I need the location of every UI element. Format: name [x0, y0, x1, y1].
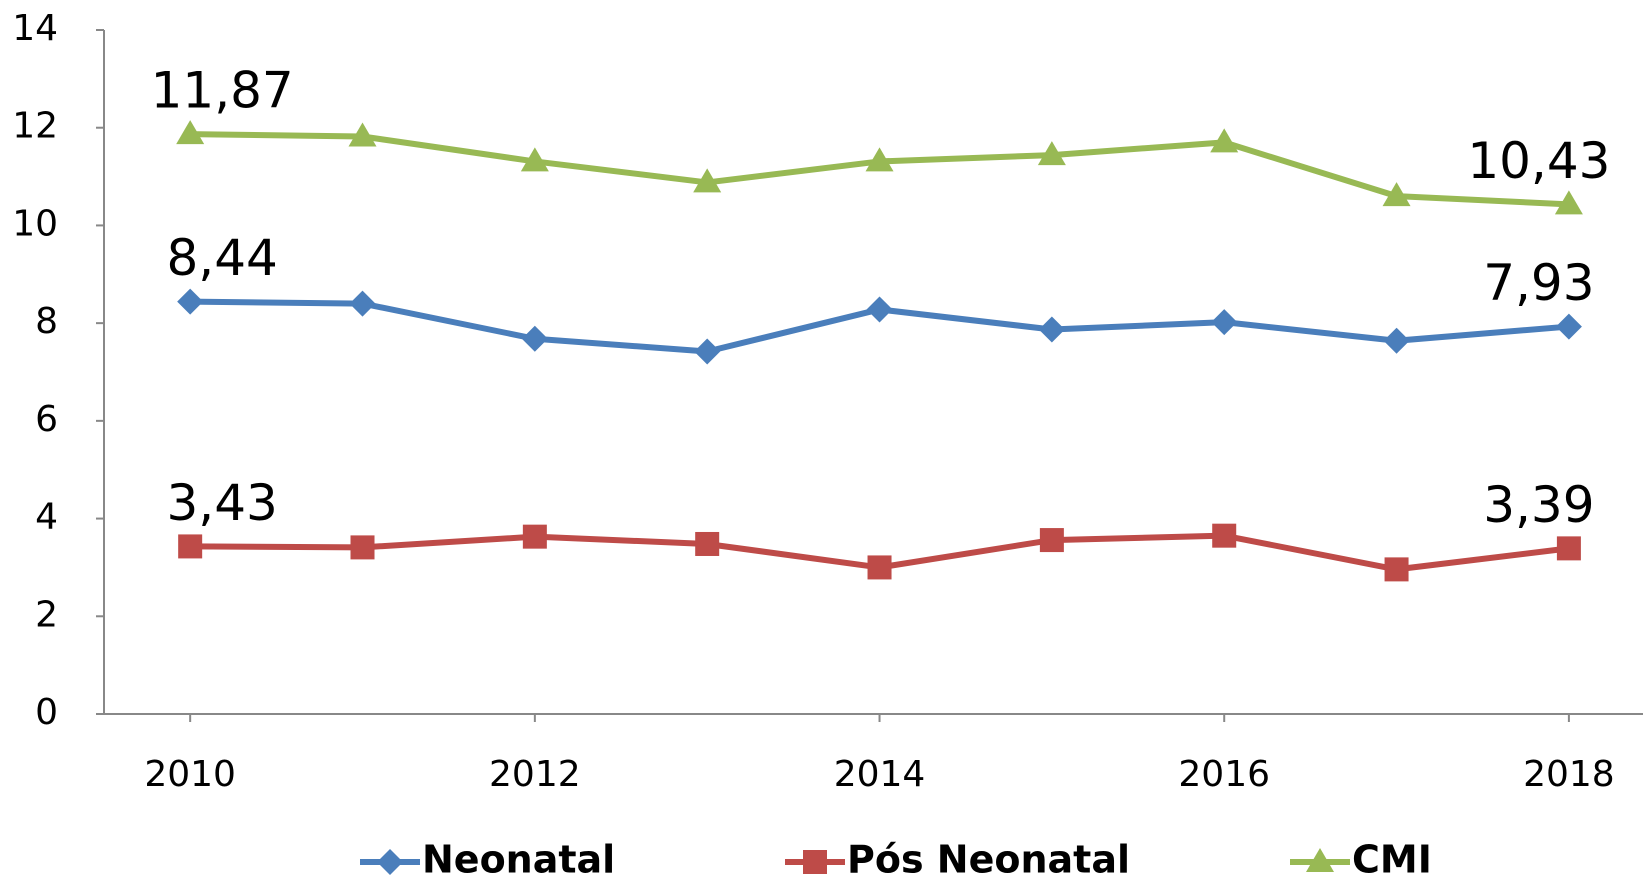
marker: [803, 850, 827, 874]
y-tick-label: 8: [35, 301, 58, 342]
marker: [178, 534, 203, 559]
marker: [377, 849, 403, 875]
marker: [1306, 848, 1334, 872]
marker: [1554, 190, 1583, 215]
legend-label: Pós Neonatal: [847, 838, 1130, 882]
marker: [866, 296, 893, 323]
marker: [1382, 182, 1411, 207]
x-tick-label: 2014: [834, 754, 926, 795]
marker: [1383, 327, 1410, 354]
marker: [693, 168, 722, 193]
marker: [1038, 316, 1065, 343]
marker: [694, 338, 721, 365]
marker: [520, 147, 549, 172]
marker: [350, 535, 375, 560]
marker: [1384, 557, 1409, 582]
x-tick-label: 2010: [144, 754, 236, 795]
data-label: 3,39: [1483, 476, 1594, 534]
data-label: 8,44: [167, 229, 278, 287]
marker: [1039, 528, 1064, 553]
marker: [348, 122, 377, 147]
marker: [1037, 141, 1066, 166]
marker: [865, 147, 894, 172]
y-tick-label: 6: [35, 399, 58, 440]
x-tick-label: 2016: [1178, 754, 1270, 795]
y-tick-label: 2: [35, 594, 58, 635]
y-tick-label: 14: [12, 8, 58, 49]
marker: [1211, 309, 1238, 336]
marker: [867, 555, 892, 580]
y-tick-label: 10: [12, 203, 58, 244]
marker: [176, 120, 205, 145]
marker: [349, 290, 376, 317]
data-label: 11,87: [151, 62, 294, 120]
marker: [1212, 523, 1237, 548]
marker: [177, 288, 204, 315]
data-label: 10,43: [1467, 132, 1610, 190]
marker: [522, 524, 547, 549]
y-tick-label: 0: [35, 692, 58, 733]
x-tick-label: 2012: [489, 754, 581, 795]
marker: [695, 531, 720, 556]
x-tick-label: 2018: [1523, 754, 1615, 795]
marker: [1210, 128, 1239, 153]
y-tick-label: 12: [12, 106, 58, 147]
marker: [521, 325, 548, 352]
data-label: 7,93: [1483, 254, 1594, 312]
legend-label: Neonatal: [422, 838, 615, 882]
data-label: 3,43: [167, 474, 278, 532]
y-tick-label: 4: [35, 497, 58, 538]
marker: [1555, 313, 1582, 340]
marker: [1556, 536, 1581, 561]
legend-label: CMI: [1352, 838, 1432, 882]
